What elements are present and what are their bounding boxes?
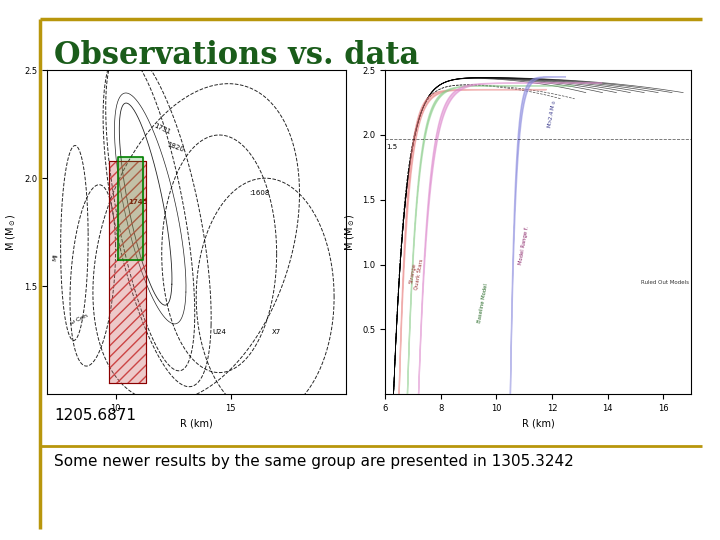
- Text: $\omega$ Cen: $\omega$ Cen: [68, 311, 90, 327]
- Text: U24: U24: [212, 329, 226, 335]
- Y-axis label: M (M$_\odot$): M (M$_\odot$): [5, 213, 19, 251]
- Text: :1608: :1608: [249, 191, 269, 197]
- Text: Strange
Quark Stars: Strange Quark Stars: [408, 258, 424, 291]
- Text: MJ: MJ: [53, 254, 58, 261]
- Text: Ruled Out Models: Ruled Out Models: [641, 280, 689, 285]
- Text: Baseline Model: Baseline Model: [477, 283, 488, 323]
- Text: 1745: 1745: [128, 199, 148, 205]
- Text: X7: X7: [272, 329, 282, 335]
- Polygon shape: [399, 90, 546, 394]
- Polygon shape: [109, 161, 145, 383]
- Text: 1731: 1731: [153, 123, 171, 136]
- Text: 1205.6871: 1205.6871: [54, 408, 136, 423]
- Polygon shape: [418, 83, 602, 394]
- Text: 1.5: 1.5: [387, 144, 397, 150]
- Polygon shape: [408, 86, 575, 394]
- Text: Observations vs. data: Observations vs. data: [54, 40, 419, 71]
- Polygon shape: [118, 157, 143, 260]
- Text: 1820: 1820: [166, 141, 185, 153]
- X-axis label: R (km): R (km): [180, 418, 212, 428]
- Text: Model Range f.: Model Range f.: [518, 225, 530, 265]
- X-axis label: R (km): R (km): [522, 418, 554, 428]
- Text: M>2.4 M$_\odot$: M>2.4 M$_\odot$: [545, 98, 559, 129]
- Y-axis label: M (M$_\odot$): M (M$_\odot$): [343, 213, 357, 251]
- Text: Some newer results by the same group are presented in 1305.3242: Some newer results by the same group are…: [54, 454, 574, 469]
- Polygon shape: [510, 77, 566, 394]
